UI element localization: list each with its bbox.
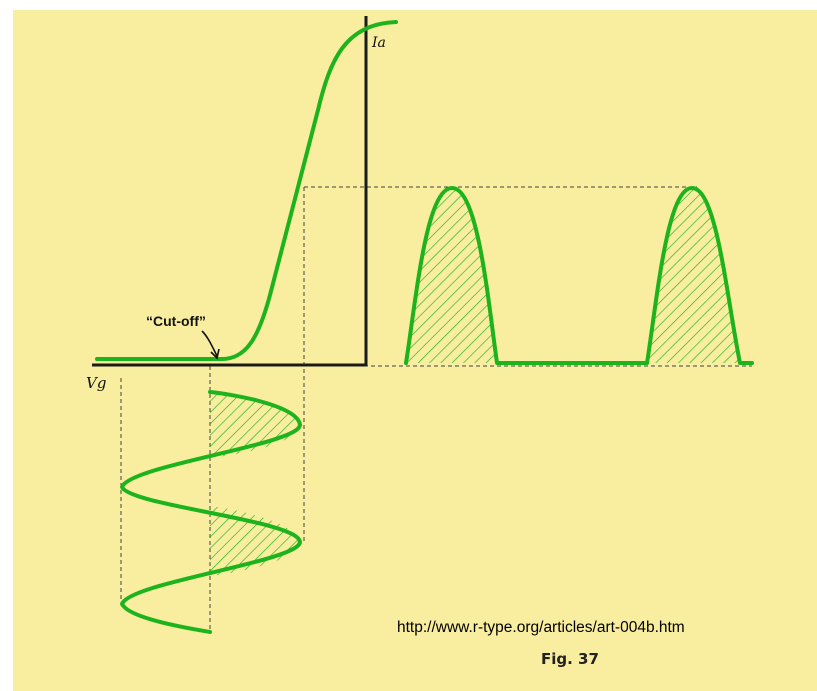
grid-voltage-waveform [120,390,302,634]
cutoff-arrow-shaft [201,330,218,357]
input-conduction-fill-2 [210,506,300,576]
transfer-characteristic-curve [95,20,398,361]
cutoff-label: “Cut-off” [146,313,206,329]
cutoff-arrow [201,330,220,360]
output-pulse-fill-2 [647,188,740,363]
anode-current-label: Ia [372,35,386,51]
source-url: http://www.r-type.org/articles/art-004b.… [397,619,685,636]
axes [92,16,368,367]
input-conduction-fill [210,392,300,576]
cutoff-arrow-head [210,348,220,360]
anode-current-waveform [404,186,754,365]
figure-caption: Fig. 37 [541,650,599,668]
output-pulses-fill [406,188,740,363]
grid-voltage-label: Vg [86,374,107,392]
